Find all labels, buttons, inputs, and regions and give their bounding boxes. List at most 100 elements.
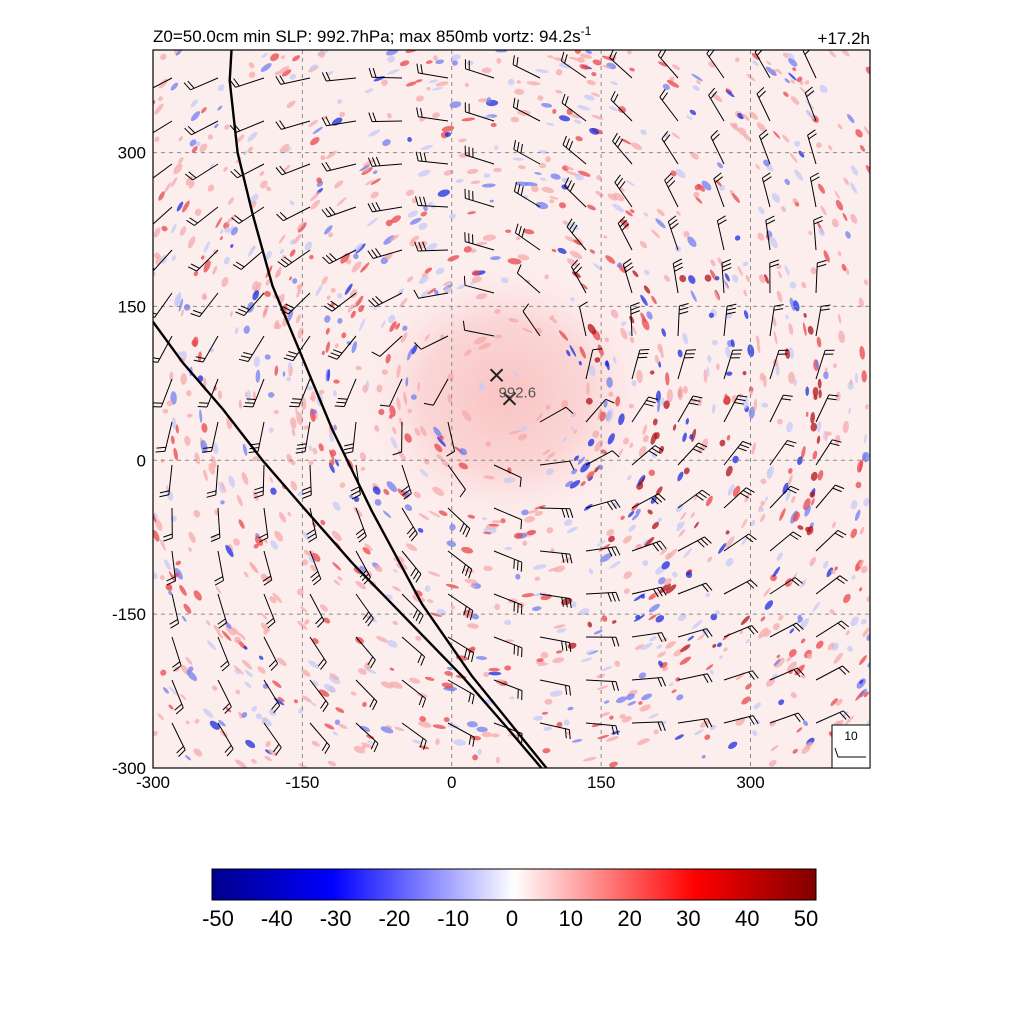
wind-barb-feather [166,580,176,586]
vorticity-speckle [304,619,310,625]
wind-barb-feather [839,575,848,582]
vorticity-speckle [627,474,632,481]
vorticity-speckle [594,357,601,363]
vorticity-speckle [475,656,488,660]
vorticity-speckle [264,290,271,297]
wind-barb-feather [692,395,703,399]
vorticity-speckle [329,432,334,442]
wind-barb [217,636,230,672]
wind-barb [231,206,265,224]
wind-barb-feather [336,401,346,404]
wind-barb-feather [522,303,530,312]
vorticity-speckle [525,279,531,284]
vorticity-speckle [243,571,249,578]
wind-barb-feather [754,50,758,53]
wind-barb [512,55,541,79]
wind-barb-feather [321,162,328,172]
vorticity-speckle [277,66,290,75]
vorticity-speckle [809,556,817,567]
wind-barb-feather [423,196,427,207]
vorticity-speckle [580,657,593,663]
vorticity-speckle [228,225,234,234]
vorticity-speckle [555,69,563,76]
colorbar-tick-label: 50 [794,906,818,931]
wind-barb-feather [820,308,830,311]
wind-barb-feather [267,621,276,629]
wind-barb-shaft [262,464,265,496]
vorticity-speckle [389,321,397,333]
wind-barb-feather [297,443,307,446]
wind-barb-feather [520,519,523,530]
vorticity-speckle [811,498,815,506]
wind-barb [447,679,475,705]
wind-barb-feather [637,356,648,359]
vorticity-speckle [639,476,646,486]
wind-barb [493,593,523,615]
vorticity-speckle [620,321,627,326]
wind-barb [368,292,403,308]
vorticity-speckle [318,689,330,697]
vorticity-speckle [218,720,226,727]
wind-barb-feather [661,92,669,101]
wind-barb-feather [327,303,336,310]
vorticity-speckle [593,263,603,271]
vorticity-speckle [321,350,325,356]
vorticity-speckle [834,190,840,200]
wind-barb-feather [834,532,844,539]
vorticity-speckle [566,349,571,357]
wind-barb-shaft [723,579,751,595]
vorticity-speckle [390,215,402,224]
vorticity-speckle [854,372,858,384]
vorticity-speckle [703,369,708,383]
wind-barb-feather [661,721,666,731]
wind-barb-shaft [585,722,616,727]
vorticity-speckle [366,666,372,671]
vorticity-speckle [331,530,342,542]
wind-barb-shaft [561,60,587,79]
vorticity-speckle [395,323,401,330]
wind-barb-feather [371,297,380,306]
wind-barb [630,302,640,337]
wind-barb [713,172,725,208]
vorticity-speckle [753,702,761,710]
vorticity-speckle [615,396,621,407]
vorticity-speckle [193,509,201,518]
wind-barb-feather [417,653,423,664]
vorticity-speckle [579,53,592,59]
wind-barb [807,129,817,165]
wind-barb [295,421,311,454]
vorticity-speckle [760,513,766,523]
vorticity-speckle [599,553,613,563]
wind-barb-feather [615,546,621,556]
vorticity-speckle [654,354,660,364]
vorticity-speckle [324,225,333,235]
vorticity-speckle [310,702,317,707]
vorticity-speckle [458,138,467,143]
wind-barb-shaft [217,722,234,750]
vorticity-speckle [709,269,717,281]
vorticity-speckle [561,399,569,409]
wind-barb-feather [654,445,664,451]
wind-barb-shaft [677,395,694,423]
wind-barb-feather [320,661,327,670]
vorticity-speckle [223,166,228,172]
vorticity-speckle [464,578,478,584]
vorticity-speckle [558,330,569,341]
wind-barb-feather [325,71,331,81]
wind-barb-feather [195,356,206,360]
vorticity-speckle [437,436,446,447]
wind-barb-feather [609,50,614,59]
vorticity-speckle [636,738,650,746]
vorticity-speckle [694,521,699,529]
vorticity-speckle [268,709,277,716]
vorticity-speckle [424,267,433,274]
vorticity-speckle [778,615,784,621]
vorticity-speckle [311,740,320,747]
vorticity-speckle [189,139,197,147]
vorticity-speckle [203,241,210,253]
vorticity-speckle [177,351,184,356]
vorticity-speckle [789,281,797,289]
wind-barb-shaft [309,636,327,663]
vorticity-speckle [175,560,182,566]
wind-barb [631,349,650,380]
